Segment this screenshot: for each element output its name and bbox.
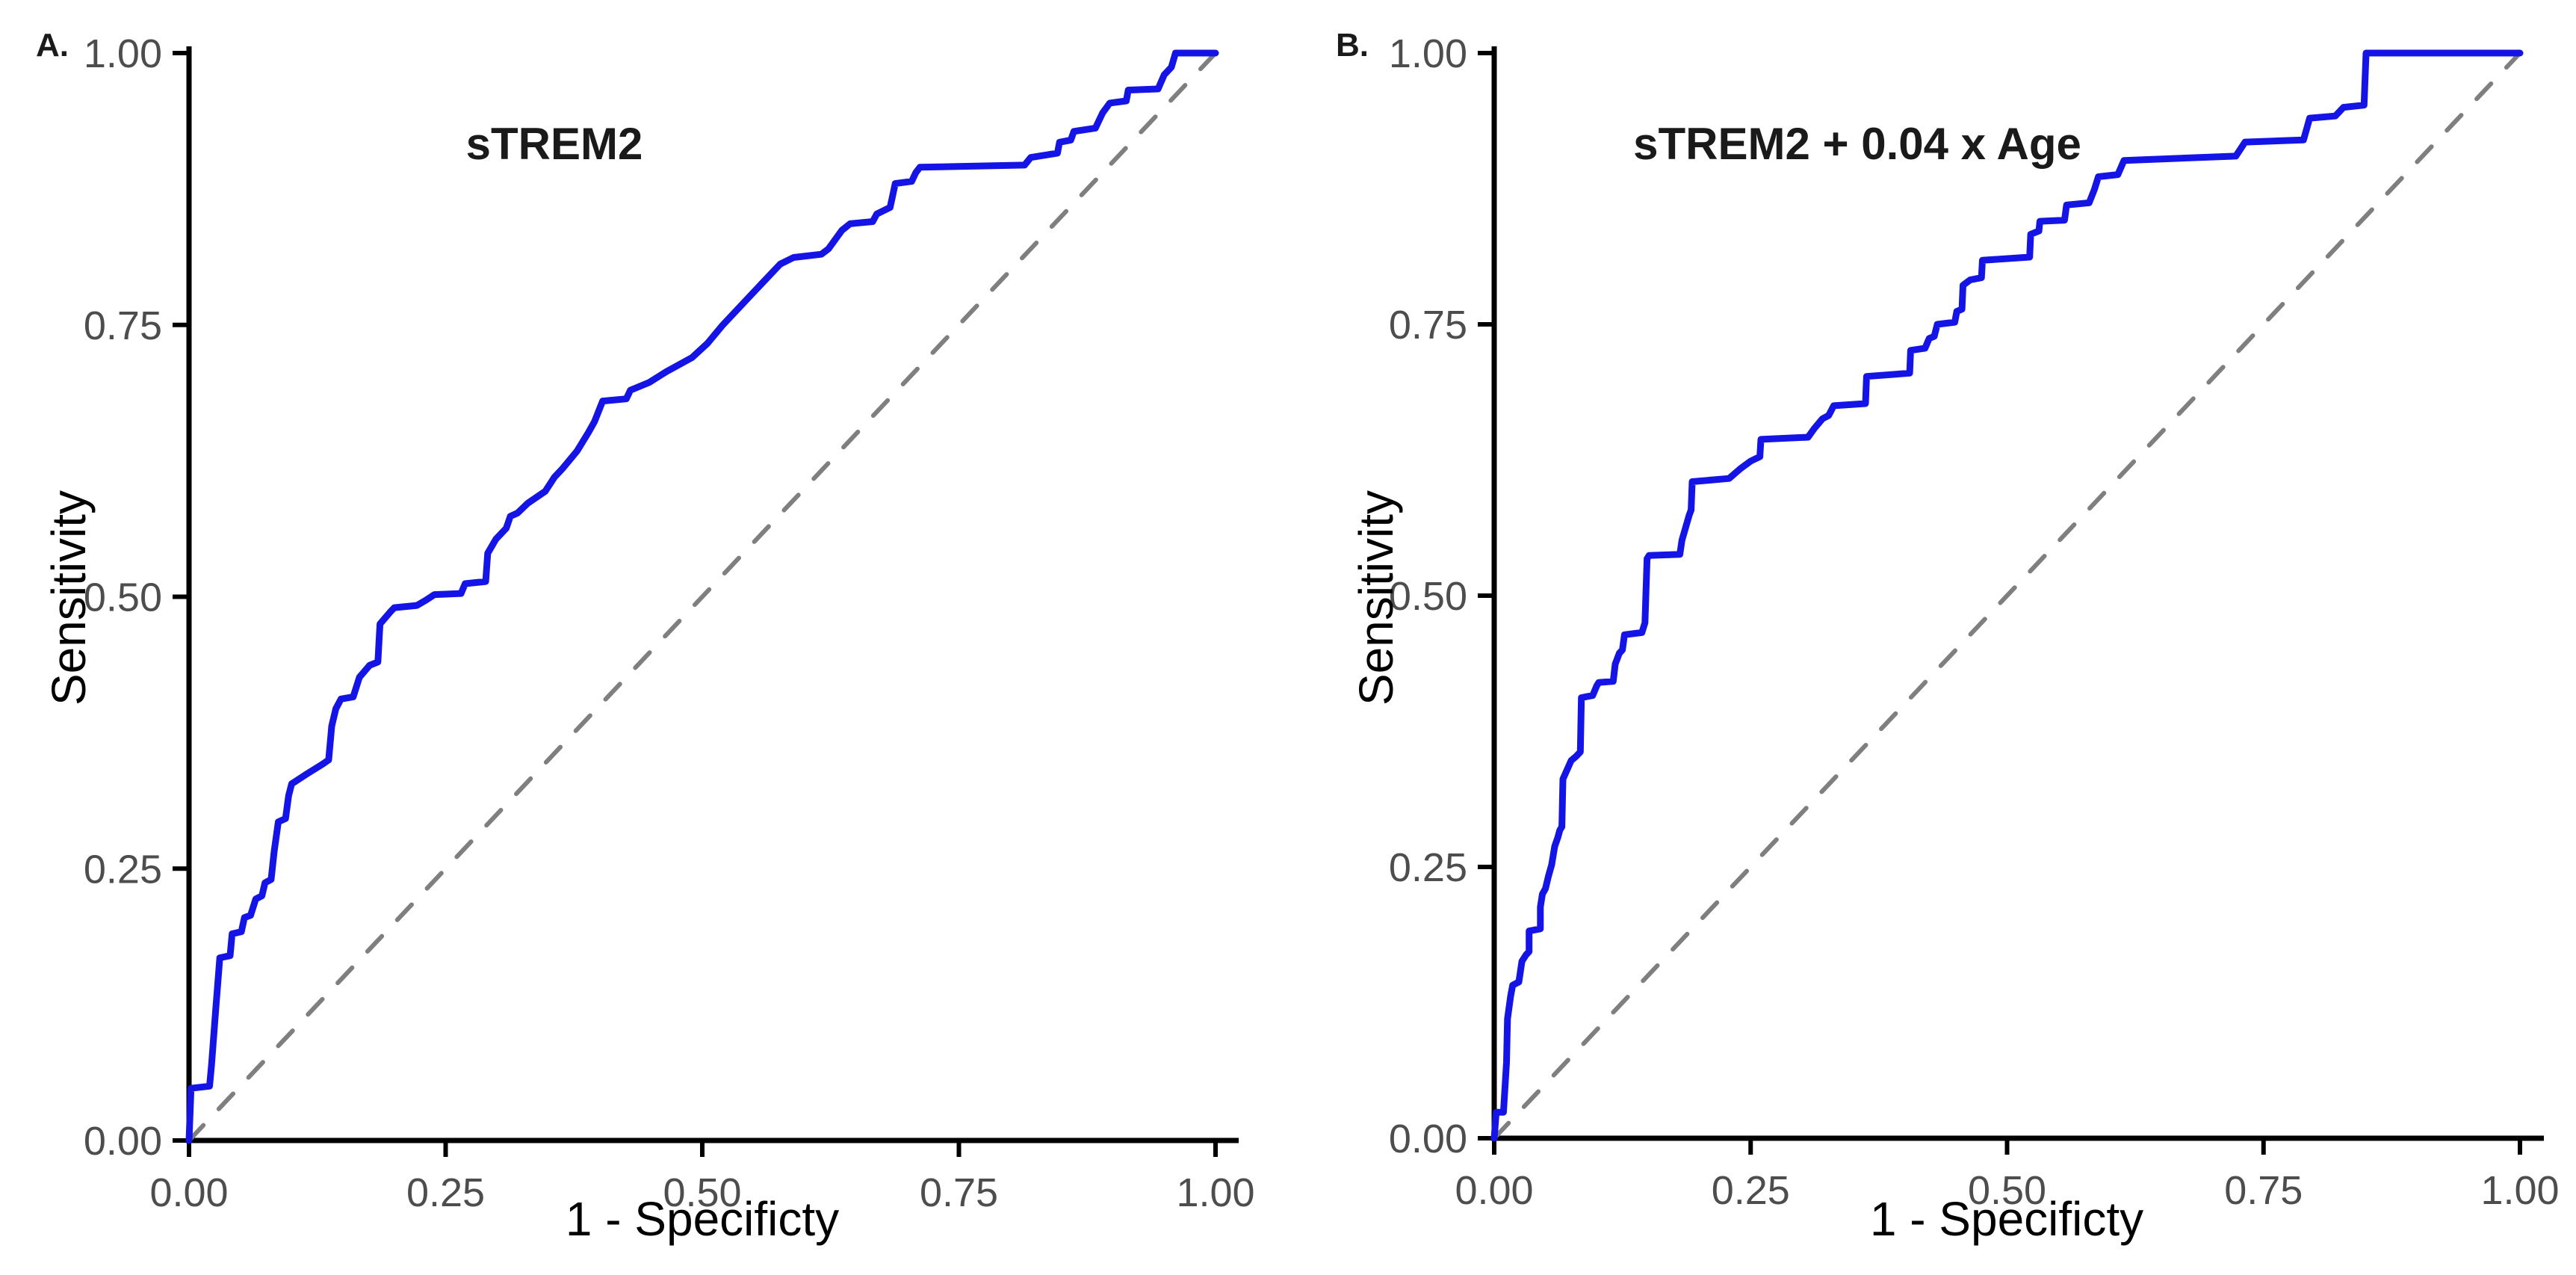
panel-title-b: sTREM2 + 0.04 x Age: [1633, 119, 2081, 169]
x-tick-label: 1.00: [2480, 1168, 2559, 1213]
y-tick-label: 0.00: [1389, 1117, 1467, 1161]
roc-plot-b: 0.00 0.25 0.50 0.75 1.00 0.00 0.25 0.50 0.75 1.00: [1389, 31, 2560, 1213]
y-tick-label: 0.00: [84, 1119, 162, 1164]
roc-plot-a: 0.00 0.25 0.50 0.75 1.00 0.00 0.25 0.50 0.75 1.00: [84, 31, 1255, 1215]
y-tick-label: 0.25: [84, 847, 162, 892]
x-tick-label: 0.50: [663, 1170, 741, 1215]
x-axis-label-b: 1 - Specificty: [1869, 1192, 2144, 1246]
x-tick-label: 1.00: [1176, 1170, 1254, 1215]
x-tick-label: 0.25: [1712, 1168, 1790, 1213]
panel-a: 0.00 0.25 0.50 0.75 1.00 0.00 0.25 0.50 0.75 1.00…: [36, 27, 1255, 1246]
y-tick-label: 1.00: [1389, 31, 1467, 76]
x-tick-label: 0.25: [406, 1170, 485, 1215]
y-tick-label: 0.50: [84, 575, 162, 620]
y-tick-label: 0.75: [84, 303, 162, 348]
reference-line: [1492, 51, 2522, 1140]
reference-line: [187, 51, 1218, 1143]
y-tick-label: 0.50: [1389, 574, 1467, 619]
x-axis-label-a: 1 - Specificty: [565, 1192, 840, 1246]
x-tick-label: 0.00: [149, 1170, 228, 1215]
x-tick-label: 0.75: [2224, 1168, 2303, 1213]
panel-b: 0.00 0.25 0.50 0.75 1.00 0.00 0.25 0.50 0.75 1.00…: [1288, 0, 2576, 1275]
y-tick-label: 0.75: [1389, 303, 1467, 348]
roc-curve: [185, 49, 1219, 1144]
panel-letter-b: B.: [1336, 27, 1369, 64]
y-axis-label-b: Sensitivity: [1349, 490, 1403, 706]
roc-curve: [1490, 49, 2524, 1142]
x-tick-label: 0.75: [920, 1170, 998, 1215]
panel-title-a: sTREM2: [465, 119, 643, 169]
y-tick-label: 1.00: [84, 31, 162, 76]
x-tick-label: 0.00: [1455, 1168, 1533, 1213]
x-tick-label: 0.50: [1968, 1168, 2046, 1213]
panel-letter-a: A.: [36, 27, 69, 64]
y-axis-label-a: Sensitivity: [42, 490, 96, 706]
y-tick-label: 0.25: [1389, 845, 1467, 890]
